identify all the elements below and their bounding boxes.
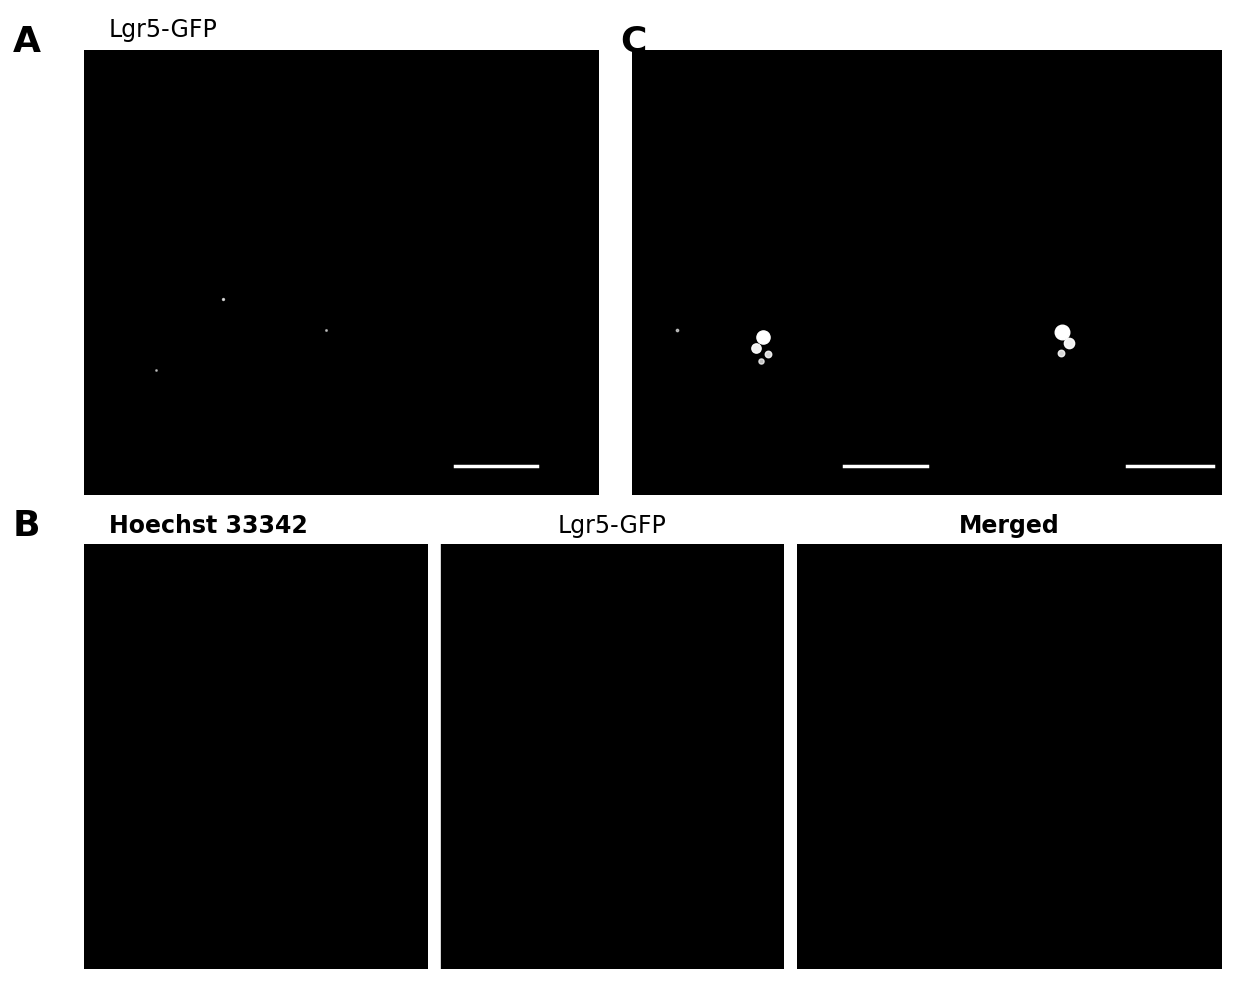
Text: Hoechst 33342: Hoechst 33342 <box>109 514 308 538</box>
Point <box>753 329 773 345</box>
Point <box>667 322 687 338</box>
Text: B: B <box>12 509 40 543</box>
Point <box>146 362 166 378</box>
Point <box>316 322 336 338</box>
Text: Lgr5-GFP: Lgr5-GFP <box>109 18 218 42</box>
Point <box>213 291 233 307</box>
Point <box>746 340 766 356</box>
Point <box>1052 345 1071 361</box>
Point <box>1053 325 1073 341</box>
Text: Lgr5-GFP: Lgr5-GFP <box>558 514 666 538</box>
Text: A: A <box>12 25 41 59</box>
Point <box>751 354 771 370</box>
Point <box>1059 336 1079 352</box>
Point <box>758 347 777 363</box>
Text: Merged: Merged <box>959 514 1060 538</box>
Text: C: C <box>620 25 646 59</box>
